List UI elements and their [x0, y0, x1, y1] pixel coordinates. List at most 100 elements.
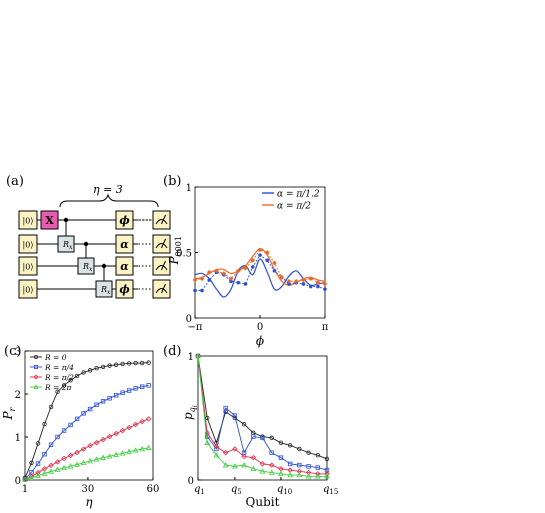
data-point	[139, 360, 145, 366]
data-point	[48, 404, 54, 410]
rx-gate-label: Rx	[62, 240, 73, 251]
measure-icon	[152, 256, 171, 276]
data-point	[61, 383, 67, 388]
eta-brace	[59, 193, 159, 208]
data-point	[48, 468, 54, 474]
rx-gate-sub: x	[69, 244, 73, 251]
data-point	[232, 463, 238, 469]
data-point	[308, 276, 314, 282]
data-point	[322, 281, 328, 287]
data-point	[251, 434, 256, 439]
data-point	[278, 470, 284, 476]
data-point	[145, 444, 152, 450]
data-point	[94, 402, 99, 407]
data-point	[81, 370, 86, 375]
data-point	[119, 450, 126, 456]
x-tick-sub: 10	[283, 488, 292, 496]
data-point	[132, 447, 139, 453]
y-axis-subsub: i	[192, 405, 199, 407]
x-tick-label: q1	[194, 484, 205, 496]
data-point	[133, 360, 138, 366]
data-point	[297, 462, 302, 468]
data-point	[269, 435, 274, 441]
eta-label: η = 3	[93, 183, 123, 196]
control-dot-3	[101, 263, 107, 269]
rx-gate	[77, 257, 95, 275]
series-line	[197, 355, 328, 460]
data-point	[306, 464, 311, 469]
data-point	[107, 363, 112, 368]
data-point	[100, 436, 106, 443]
data-point	[243, 282, 248, 286]
data-point	[315, 453, 320, 458]
data-point	[80, 446, 87, 452]
data-point	[33, 374, 39, 380]
data-point	[250, 265, 255, 269]
data-point	[35, 441, 41, 446]
phase-gate	[115, 256, 134, 276]
series	[195, 353, 330, 479]
data-point	[250, 465, 257, 472]
legend-label: α = π/2	[277, 202, 311, 212]
data-point	[133, 386, 138, 391]
data-point	[296, 472, 303, 478]
data-point	[87, 406, 93, 412]
y-axis-sub: q	[188, 407, 197, 412]
series	[192, 247, 328, 287]
data-point	[74, 373, 80, 379]
data-point	[315, 280, 321, 285]
phase-gate	[115, 234, 134, 254]
data-point	[213, 443, 220, 450]
y-tick-label: 2	[15, 390, 21, 401]
plot-frame	[197, 355, 328, 481]
data-point	[301, 282, 306, 286]
x-axis-label: ϕ	[256, 334, 264, 348]
panel-label-d: (d)	[163, 344, 181, 359]
data-point	[145, 416, 152, 422]
data-point	[250, 454, 257, 461]
data-point	[67, 463, 74, 469]
data-point	[87, 442, 93, 449]
data-point	[193, 288, 197, 293]
data-point	[287, 461, 293, 467]
phase-gate-label: ϕ	[119, 283, 130, 296]
panel-label-c: (c)	[4, 344, 21, 359]
data-point	[113, 393, 119, 398]
data-point	[268, 469, 275, 475]
rx-gate	[95, 280, 113, 298]
panel-label-b: (b)	[163, 174, 181, 189]
data-point	[100, 399, 106, 404]
data-point	[206, 269, 212, 275]
data-point	[324, 456, 330, 462]
series	[195, 353, 330, 477]
data-point	[106, 453, 113, 459]
data-point	[297, 446, 302, 452]
x-axis-label: η	[85, 495, 93, 509]
data-point	[93, 456, 100, 462]
data-point	[61, 428, 67, 433]
legend-label: R = 2π	[44, 383, 72, 392]
x-gate-label: X	[45, 214, 54, 227]
data-point	[68, 378, 73, 383]
data-point	[33, 384, 39, 389]
data-point	[192, 277, 198, 283]
x-tick-label: 30	[82, 484, 95, 495]
data-point	[139, 418, 145, 425]
measure-icon	[152, 210, 171, 230]
data-point	[301, 277, 306, 283]
data-point	[80, 459, 87, 465]
data-point	[87, 458, 93, 464]
x-tick-label: π	[322, 322, 329, 333]
x-tick-sub: 1	[200, 488, 204, 496]
x-tick-label: −π	[188, 322, 203, 333]
data-point	[250, 258, 256, 263]
data-point	[305, 473, 312, 479]
data-point	[308, 284, 313, 289]
data-point	[241, 422, 247, 427]
y-tick-label: 1	[186, 183, 192, 194]
data-point	[314, 473, 321, 479]
phase-gate	[115, 279, 134, 299]
panel-label-a: (a)	[6, 174, 24, 189]
